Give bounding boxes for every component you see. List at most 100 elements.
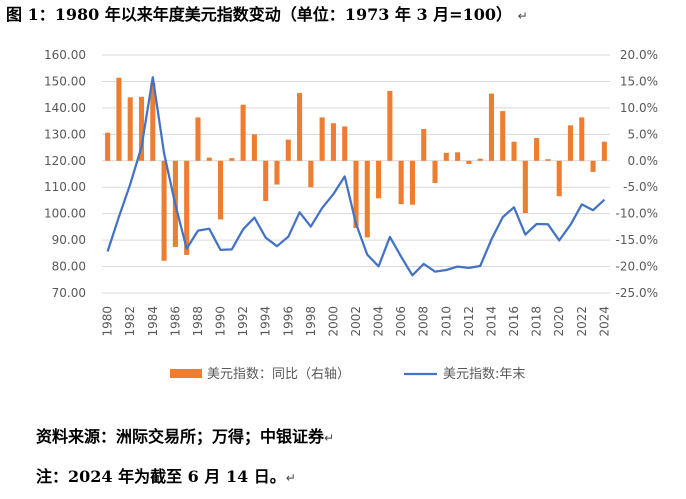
left-tick-label: 140.00: [44, 101, 86, 115]
right-tick-label: 10.0%: [620, 101, 658, 115]
x-tick-label: 2022: [575, 306, 589, 337]
yoy-bar: [488, 93, 495, 161]
yoy-bar: [330, 123, 336, 161]
left-tick-label: 160.00: [44, 48, 86, 62]
right-tick-label: -15.0%: [616, 233, 658, 247]
x-tick-label: 2016: [507, 306, 521, 337]
right-tick-label: -25.0%: [616, 286, 658, 300]
x-tick-label: 2010: [439, 306, 453, 337]
yoy-bar: [398, 160, 404, 205]
yoy-bar: [274, 160, 280, 185]
yoy-bar: [579, 117, 585, 161]
yoy-bar: [127, 97, 133, 161]
x-tick-label: 2012: [462, 306, 476, 337]
yoy-bar: [206, 157, 212, 161]
yoy-bar: [432, 160, 438, 183]
yoy-bar: [477, 158, 483, 161]
yoy-bar: [308, 160, 314, 188]
yoy-bar: [184, 160, 190, 255]
right-tick-label: 20.0%: [620, 48, 658, 62]
yoy-bar: [387, 90, 393, 161]
x-tick-label: 1986: [168, 306, 182, 337]
x-tick-label: 2000: [326, 306, 340, 337]
yoy-bar: [342, 126, 348, 161]
legend: 美元指数：同比（右轴） 美元指数:年末: [170, 367, 525, 382]
year-end-line-path: [106, 76, 606, 277]
yoy-bar: [500, 111, 506, 161]
chart-container: 70.00 80.00 90.00 100.00 110.00 120.00 130.00 1…: [0, 30, 686, 402]
x-tick-label: 2006: [394, 306, 408, 337]
yoy-bar: [376, 160, 382, 199]
footnote: 注：2024 年为截至 6 月 14 日。↵: [36, 467, 296, 486]
yoy-bar: [511, 141, 517, 161]
x-tick-label: 1984: [146, 306, 160, 337]
yoy-bar: [150, 83, 156, 161]
yoy-bar: [217, 160, 224, 220]
yoy-bar: [251, 134, 257, 161]
return-mark-icon: ↵: [324, 431, 335, 445]
right-tick-label: -20.0%: [616, 260, 658, 274]
yoy-bar: [353, 160, 359, 228]
yoy-bar: [567, 125, 574, 161]
legend-label-year-end: 美元指数:年末: [443, 367, 525, 382]
right-tick-label: 15.0%: [620, 74, 658, 88]
x-tick-label: 2008: [417, 306, 431, 337]
year-end-line: [106, 76, 606, 277]
legend-label-yoy: 美元指数：同比（右轴）: [207, 367, 350, 382]
yoy-bar: [421, 129, 427, 161]
yoy-bar: [138, 96, 145, 161]
yoy-bar: [161, 160, 167, 261]
yoy-bar: [455, 152, 461, 161]
return-mark-icon: ↵: [517, 9, 528, 23]
yoy-bar: [466, 160, 472, 164]
source-note: 资料来源：洲际交易所；万得；中银证券↵: [36, 427, 335, 446]
left-tick-label: 130.00: [44, 127, 86, 141]
dollar-index-chart: 70.00 80.00 90.00 100.00 110.00 120.00 130.00 1…: [44, 48, 658, 382]
x-tick-label: 1992: [236, 306, 250, 337]
yoy-bar: [240, 104, 246, 161]
x-tick-label: 1990: [214, 306, 228, 337]
right-axis: -25.0% -20.0% -15.0% -10.0% -5.0% 0.0% 5.0% 10.…: [616, 48, 658, 300]
x-tick-label: 2004: [372, 306, 386, 337]
yoy-bars: [105, 77, 607, 261]
yoy-bar: [105, 132, 111, 161]
yoy-bar: [319, 117, 325, 161]
yoy-bar: [409, 160, 415, 205]
yoy-bar: [443, 152, 449, 161]
right-tick-label: -10.0%: [616, 207, 658, 221]
yoy-bar: [601, 141, 607, 161]
x-tick-label: 1988: [191, 306, 205, 337]
x-tick-label: 2018: [530, 306, 544, 337]
x-tick-label: 1994: [259, 306, 273, 337]
x-tick-label: 2002: [349, 306, 363, 337]
x-tick-label: 1980: [101, 306, 115, 337]
left-tick-label: 150.00: [44, 74, 86, 88]
legend-swatch-bar: [170, 369, 202, 378]
x-tick-label: 2024: [597, 306, 611, 337]
return-mark-icon: ↵: [285, 471, 296, 485]
yoy-bar: [116, 77, 122, 161]
right-tick-label: 5.0%: [628, 127, 659, 141]
figure-title: 图 1：1980 年以来年度美元指数变动（单位：1973 年 3 月=100） …: [6, 5, 528, 24]
left-tick-label: 70.00: [52, 286, 86, 300]
x-axis: 1980 1982 1984 1986 1988 1990 1992 1994 1996 1998…: [101, 306, 612, 337]
x-tick-label: 1982: [123, 306, 137, 337]
yoy-bar: [229, 158, 235, 161]
yoy-bar: [590, 160, 596, 172]
right-tick-label: -5.0%: [623, 180, 658, 194]
left-tick-label: 120.00: [44, 154, 86, 168]
x-tick-label: 1998: [304, 306, 318, 337]
yoy-bar: [285, 139, 291, 161]
left-tick-label: 90.00: [52, 233, 86, 247]
x-tick-label: 1996: [281, 306, 295, 337]
yoy-bar: [534, 138, 540, 161]
yoy-bar: [556, 160, 562, 197]
left-tick-label: 80.00: [52, 260, 86, 274]
yoy-bar: [522, 160, 528, 214]
yoy-bar: [297, 93, 303, 161]
yoy-bar: [545, 159, 551, 161]
left-axis: 70.00 80.00 90.00 100.00 110.00 120.00 130.00 1…: [44, 48, 86, 300]
x-tick-label: 2014: [484, 306, 498, 337]
right-tick-label: 0.0%: [628, 154, 659, 168]
yoy-bar: [364, 160, 370, 238]
